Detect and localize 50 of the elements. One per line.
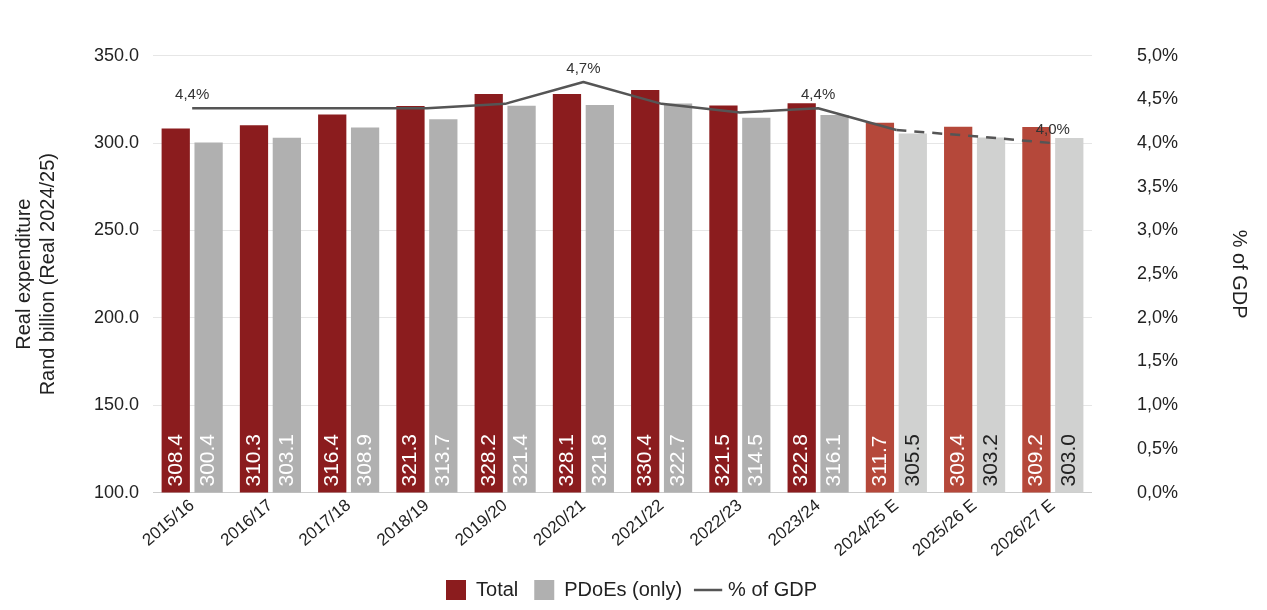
data-label: 328.2 [475,433,499,487]
data-label: 300.4 [195,433,219,487]
y-axis-title: Real expenditure Rand billion (Real 2024/25) [11,152,58,396]
y-tick-label: 100.0 [94,481,140,502]
y-tick-label: 150.0 [94,394,140,415]
y2-tick-label: 3,0% [1136,219,1178,240]
data-label: 309.4 [944,433,968,487]
data-label: 303.0 [1056,433,1080,487]
data-label: 310.3 [240,433,264,487]
data-label: 322.7 [664,433,688,487]
data-label: 322.8 [788,433,812,487]
data-label: 4,0% [1035,119,1070,137]
y-tick-label: 200.0 [94,306,140,327]
data-label: 328.1 [553,433,577,487]
data-label: 330.4 [632,433,655,487]
data-label: 308.4 [162,433,186,487]
data-label: 309.2 [1023,433,1047,487]
data-label: 316.4 [319,433,343,487]
y2-tick-label: 4,5% [1136,88,1178,109]
data-label: 316.1 [821,433,845,487]
data-label: 321.4 [508,433,532,487]
y-tick-label: 350.0 [94,44,140,65]
data-label: 4,4% [801,84,836,102]
data-label: 303.1 [273,433,297,487]
y2-tick-label: 0,0% [1136,481,1178,502]
data-label: 314.5 [743,433,767,487]
y-tick-label: 300.0 [94,132,140,153]
y2-tick-label: 2,0% [1136,306,1178,327]
y2-tick-label: 5,0% [1136,44,1178,65]
y2-tick-label: 0,5% [1136,437,1178,458]
y2-tick-label: 1,0% [1136,394,1178,415]
y2-tick-label: 3,5% [1136,175,1178,196]
y-tick-label: 250.0 [94,219,140,240]
y2-axis-title: % of GDP [1229,229,1252,319]
data-label: 321.5 [710,433,734,487]
data-label: 4,4% [175,84,210,102]
y2-tick-label: 1,5% [1136,350,1178,371]
data-label: 321.3 [397,433,421,487]
data-label: 4,7% [566,58,601,76]
data-label: 308.9 [351,433,375,487]
y2-tick-label: 2,5% [1136,263,1178,284]
legend-label: Total [476,577,519,600]
data-label: 303.2 [977,433,1001,487]
data-label: 321.8 [586,433,610,487]
data-label: 313.7 [430,433,454,487]
legend-label: % of GDP [728,577,817,600]
y2-tick-label: 4,0% [1136,132,1178,153]
legend-label: PDoEs (only) [564,577,683,600]
data-label: 311.7 [866,435,890,487]
data-label: 305.5 [899,433,923,487]
